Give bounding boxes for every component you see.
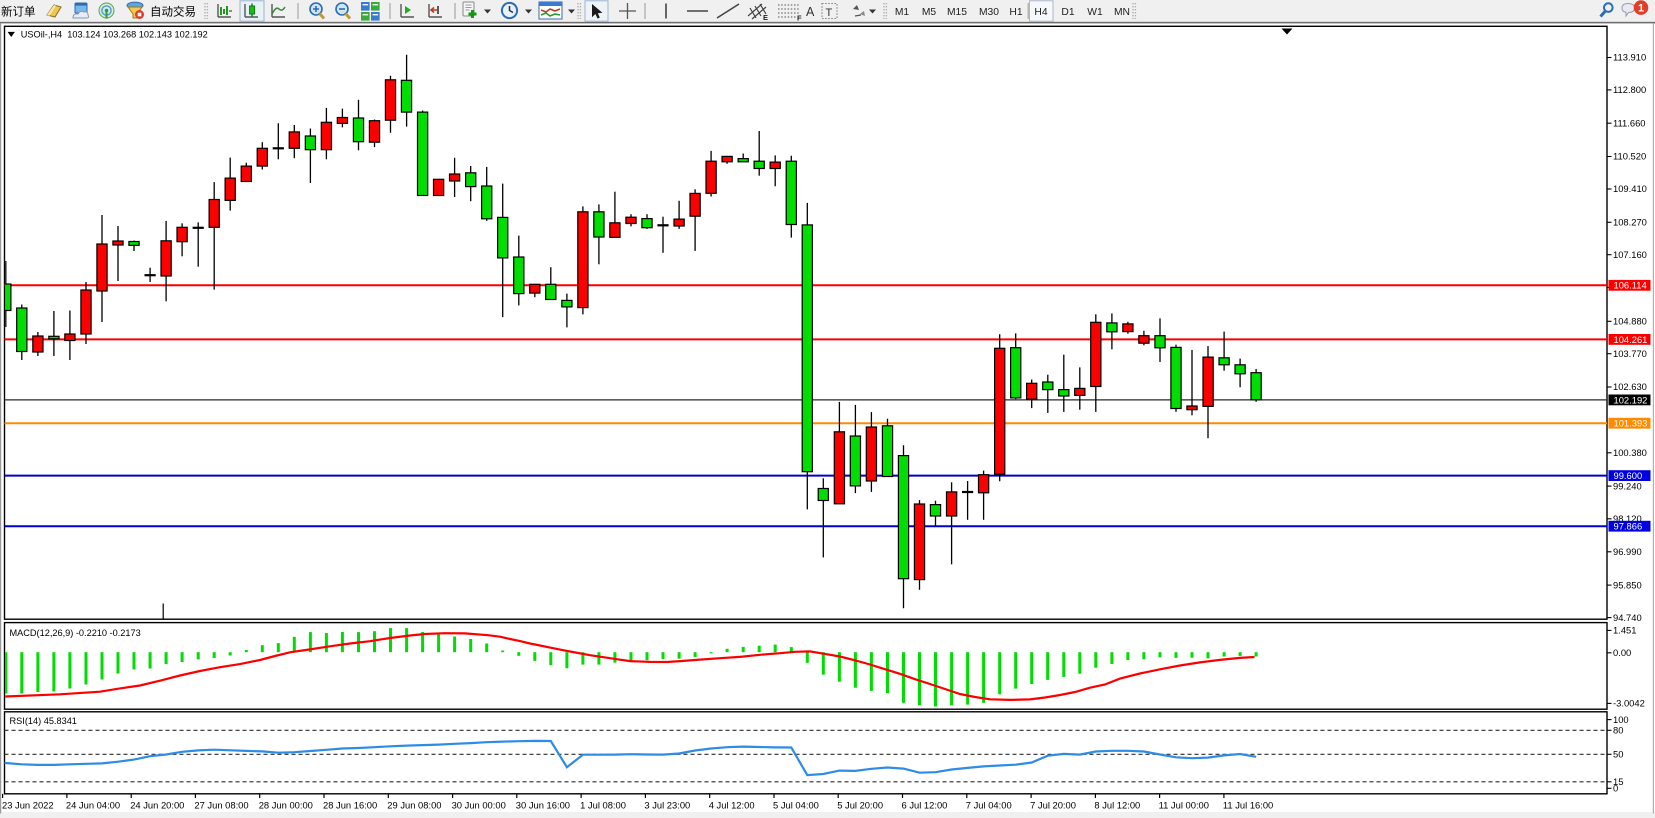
svg-text:E: E — [763, 13, 768, 22]
svg-text:D1: D1 — [1061, 7, 1074, 18]
svg-text:24 Jun 20:00: 24 Jun 20:00 — [130, 800, 184, 811]
svg-text:H1: H1 — [1009, 7, 1022, 18]
svg-text:100.380: 100.380 — [1613, 447, 1647, 458]
svg-text:99.240: 99.240 — [1613, 480, 1642, 491]
svg-text:7 Jul 20:00: 7 Jul 20:00 — [1030, 800, 1076, 811]
svg-text:M1: M1 — [895, 7, 910, 18]
svg-text:F: F — [797, 14, 802, 23]
svg-text:T: T — [826, 7, 833, 19]
svg-text:M30: M30 — [979, 7, 999, 18]
svg-text:28 Jun 16:00: 28 Jun 16:00 — [323, 800, 377, 811]
svg-text:112.800: 112.800 — [1613, 84, 1646, 95]
svg-text:新订单: 新订单 — [1, 5, 36, 19]
svg-text:6 Jul 12:00: 6 Jul 12:00 — [902, 800, 948, 811]
svg-text:104.261: 104.261 — [1614, 334, 1648, 345]
svg-text:102.630: 102.630 — [1613, 381, 1647, 392]
svg-text:M15: M15 — [947, 7, 967, 18]
svg-text:5 Jul 04:00: 5 Jul 04:00 — [773, 800, 819, 811]
svg-text:27 Jun 08:00: 27 Jun 08:00 — [194, 800, 248, 811]
svg-text:30 Jun 00:00: 30 Jun 00:00 — [452, 800, 506, 811]
svg-text:1.451: 1.451 — [1613, 625, 1636, 636]
svg-text:23 Jun 2022: 23 Jun 2022 — [2, 800, 54, 811]
svg-text:103.770: 103.770 — [1613, 348, 1647, 359]
svg-text:94.740: 94.740 — [1613, 612, 1642, 623]
svg-text:自动交易: 自动交易 — [150, 5, 196, 19]
svg-text:15: 15 — [1613, 776, 1623, 787]
svg-text:W1: W1 — [1087, 7, 1103, 18]
svg-text:3 Jul 23:00: 3 Jul 23:00 — [644, 800, 690, 811]
svg-text:99.600: 99.600 — [1614, 470, 1643, 481]
svg-text:95.850: 95.850 — [1613, 579, 1642, 590]
svg-text:29 Jun 08:00: 29 Jun 08:00 — [387, 800, 441, 811]
svg-text:24 Jun 04:00: 24 Jun 04:00 — [66, 800, 120, 811]
svg-text:M5: M5 — [922, 7, 937, 18]
svg-text:50: 50 — [1613, 749, 1623, 760]
svg-text:101.393: 101.393 — [1614, 418, 1648, 429]
svg-text:1: 1 — [1638, 2, 1644, 14]
svg-text:107.160: 107.160 — [1613, 249, 1647, 260]
svg-text:MACD(12,26,9) -0.2210 -0.2173: MACD(12,26,9) -0.2210 -0.2173 — [10, 628, 141, 638]
svg-text:100: 100 — [1613, 714, 1629, 725]
svg-text:102.192: 102.192 — [1614, 394, 1648, 405]
svg-text:7 Jul 04:00: 7 Jul 04:00 — [966, 800, 1012, 811]
svg-text:106.114: 106.114 — [1614, 280, 1647, 291]
svg-text:108.270: 108.270 — [1613, 217, 1647, 228]
svg-text:MN: MN — [1114, 7, 1130, 18]
svg-text:80: 80 — [1613, 725, 1623, 736]
svg-text:RSI(14) 45.8341: RSI(14) 45.8341 — [10, 716, 77, 726]
svg-text:11 Jul 16:00: 11 Jul 16:00 — [1223, 800, 1273, 811]
svg-text:-3.0042: -3.0042 — [1613, 698, 1645, 709]
svg-text:0: 0 — [1613, 783, 1618, 794]
svg-text:28 Jun 00:00: 28 Jun 00:00 — [259, 800, 313, 811]
svg-text:113.910: 113.910 — [1613, 52, 1646, 63]
svg-text:11 Jul 00:00: 11 Jul 00:00 — [1159, 800, 1209, 811]
svg-text:8 Jul 12:00: 8 Jul 12:00 — [1094, 800, 1140, 811]
svg-text:97.866: 97.866 — [1614, 521, 1643, 532]
svg-text:0.00: 0.00 — [1613, 647, 1631, 658]
svg-text:H4: H4 — [1034, 7, 1047, 18]
svg-text:A: A — [806, 5, 815, 19]
svg-text:USOil-,H4 103.124 103.268 102: USOil-,H4 103.124 103.268 102.143 102.19… — [21, 30, 208, 40]
svg-text:110.520: 110.520 — [1613, 151, 1646, 162]
svg-text:98.120: 98.120 — [1613, 513, 1642, 524]
svg-text:111.660: 111.660 — [1613, 117, 1646, 128]
svg-text:1 Jul 08:00: 1 Jul 08:00 — [580, 800, 626, 811]
svg-text:5 Jul 20:00: 5 Jul 20:00 — [837, 800, 883, 811]
svg-text:109.410: 109.410 — [1613, 183, 1647, 194]
svg-text:4 Jul 12:00: 4 Jul 12:00 — [709, 800, 755, 811]
svg-text:104.880: 104.880 — [1613, 316, 1647, 327]
svg-text:30 Jun 16:00: 30 Jun 16:00 — [516, 800, 570, 811]
svg-text:96.990: 96.990 — [1613, 546, 1642, 557]
